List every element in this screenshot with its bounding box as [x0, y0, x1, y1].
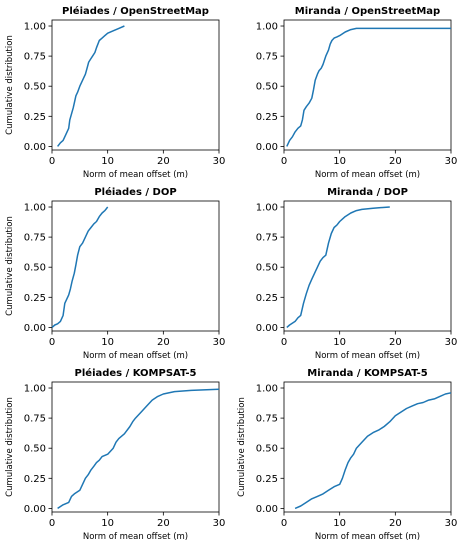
y-tick-label: 1.00 [256, 22, 278, 33]
x-tick-label: 20 [157, 518, 170, 529]
x-tick-label: 20 [389, 337, 402, 348]
x-tick-label: 0 [281, 156, 287, 167]
x-tick-label: 0 [281, 337, 287, 348]
x-tick-label: 20 [389, 518, 402, 529]
y-tick-label: 0.50 [256, 444, 278, 455]
x-tick-label: 0 [49, 337, 55, 348]
y-tick-label: 0.50 [24, 263, 46, 274]
x-tick-label: 0 [49, 518, 55, 529]
x-tick-label: 10 [101, 518, 114, 529]
x-tick-label: 30 [445, 518, 458, 529]
x-tick-label: 30 [213, 337, 226, 348]
plot-area-frame [283, 381, 452, 513]
x-tick-label: 20 [157, 337, 170, 348]
y-tick-label: 0.75 [24, 233, 46, 244]
y-tick-label: 0.75 [24, 52, 46, 63]
x-tick-label: 10 [333, 156, 346, 167]
panel-3: Pléiades / DOP 0 10 20 30 0.00 0.25 0.50 0.75 1.0… [5, 186, 225, 361]
series-line [57, 25, 125, 147]
y-tick-label: 1.00 [24, 203, 46, 214]
x-tick-label: 20 [389, 156, 402, 167]
x-tick-label: 30 [213, 518, 226, 529]
x-tick-label: 10 [101, 337, 114, 348]
x-axis-label: Norm of mean offset (m) [83, 351, 188, 361]
y-tick-label: 0.00 [24, 142, 46, 153]
plot-area-frame [283, 19, 452, 151]
y-tick-label: 0.25 [256, 474, 278, 485]
y-tick-label: 0.25 [256, 293, 278, 304]
series-line [286, 27, 451, 147]
panel-title: Miranda / DOP [327, 187, 408, 198]
y-tick-label: 0.00 [256, 323, 278, 334]
x-tick-label: 30 [445, 156, 458, 167]
x-tick-label: 30 [213, 156, 226, 167]
y-tick-label: 0.50 [24, 444, 46, 455]
panel-title: Pléiades / KOMPSAT-5 [75, 367, 197, 379]
y-tick-label: 0.25 [256, 112, 278, 123]
panel-title: Pléiades / DOP [94, 186, 176, 198]
y-tick-label: 0.75 [256, 414, 278, 425]
panel-6: Miranda / KOMPSAT-5 0 10 20 30 0.00 0.25 0.50 0.… [237, 368, 457, 542]
x-axis-label: Norm of mean offset (m) [315, 532, 420, 542]
series-line [51, 206, 109, 328]
y-tick-label: 0.00 [256, 142, 278, 153]
y-tick-label: 1.00 [256, 384, 278, 395]
y-tick-label: 1.00 [256, 203, 278, 214]
y-axis-label: Cumulative distribution [5, 397, 15, 497]
panel-title: Pléiades / OpenStreetMap [62, 5, 209, 17]
y-tick-label: 1.00 [24, 22, 46, 33]
x-tick-label: 0 [49, 156, 55, 167]
y-tick-label: 0.50 [256, 82, 278, 93]
y-tick-label: 1.00 [24, 384, 46, 395]
y-tick-label: 0.25 [24, 474, 46, 485]
plot-area-frame [51, 200, 220, 332]
panel-title: Miranda / KOMPSAT-5 [307, 368, 427, 379]
series-line [294, 392, 452, 510]
y-tick-label: 0.25 [24, 112, 46, 123]
series-line [57, 388, 220, 510]
y-axis-label: Cumulative distribution [5, 35, 15, 135]
panel-4: Miranda / DOP 0 10 20 30 0.00 0.25 0.50 0.75 1.00… [256, 187, 458, 361]
panel-2: Miranda / OpenStreetMap 0 10 20 30 0.00 0.25 0.… [256, 6, 458, 180]
y-tick-label: 0.25 [24, 293, 46, 304]
x-tick-label: 0 [281, 518, 287, 529]
y-tick-label: 0.00 [24, 504, 46, 515]
x-tick-label: 10 [333, 337, 346, 348]
y-axis-label: Cumulative distribution [5, 216, 15, 316]
plot-area-frame [51, 19, 220, 151]
plot-area-frame [283, 200, 452, 332]
y-tick-label: 0.00 [256, 504, 278, 515]
y-tick-label: 0.75 [24, 414, 46, 425]
y-tick-label: 0.75 [256, 52, 278, 63]
y-axis-label: Cumulative distribution [237, 397, 247, 497]
plot-area-frame [51, 381, 220, 513]
panel-1: Pléiades / OpenStreetMap 0 10 20 30 0.00 0.25 0… [5, 5, 225, 180]
x-tick-label: 10 [333, 518, 346, 529]
y-tick-label: 0.00 [24, 323, 46, 334]
panel-5: Pléiades / KOMPSAT-5 0 10 20 30 0.00 0.25 0.50 0… [5, 367, 225, 542]
x-tick-label: 20 [157, 156, 170, 167]
y-tick-label: 0.75 [256, 233, 278, 244]
x-axis-label: Norm of mean offset (m) [83, 170, 188, 180]
x-tick-label: 30 [445, 337, 458, 348]
y-tick-label: 0.50 [256, 263, 278, 274]
x-axis-label: Norm of mean offset (m) [83, 532, 188, 542]
series-line [286, 206, 390, 328]
x-tick-label: 10 [101, 156, 114, 167]
y-tick-label: 0.50 [24, 82, 46, 93]
x-axis-label: Norm of mean offset (m) [315, 170, 420, 180]
x-axis-label: Norm of mean offset (m) [315, 351, 420, 361]
panel-title: Miranda / OpenStreetMap [295, 6, 440, 17]
